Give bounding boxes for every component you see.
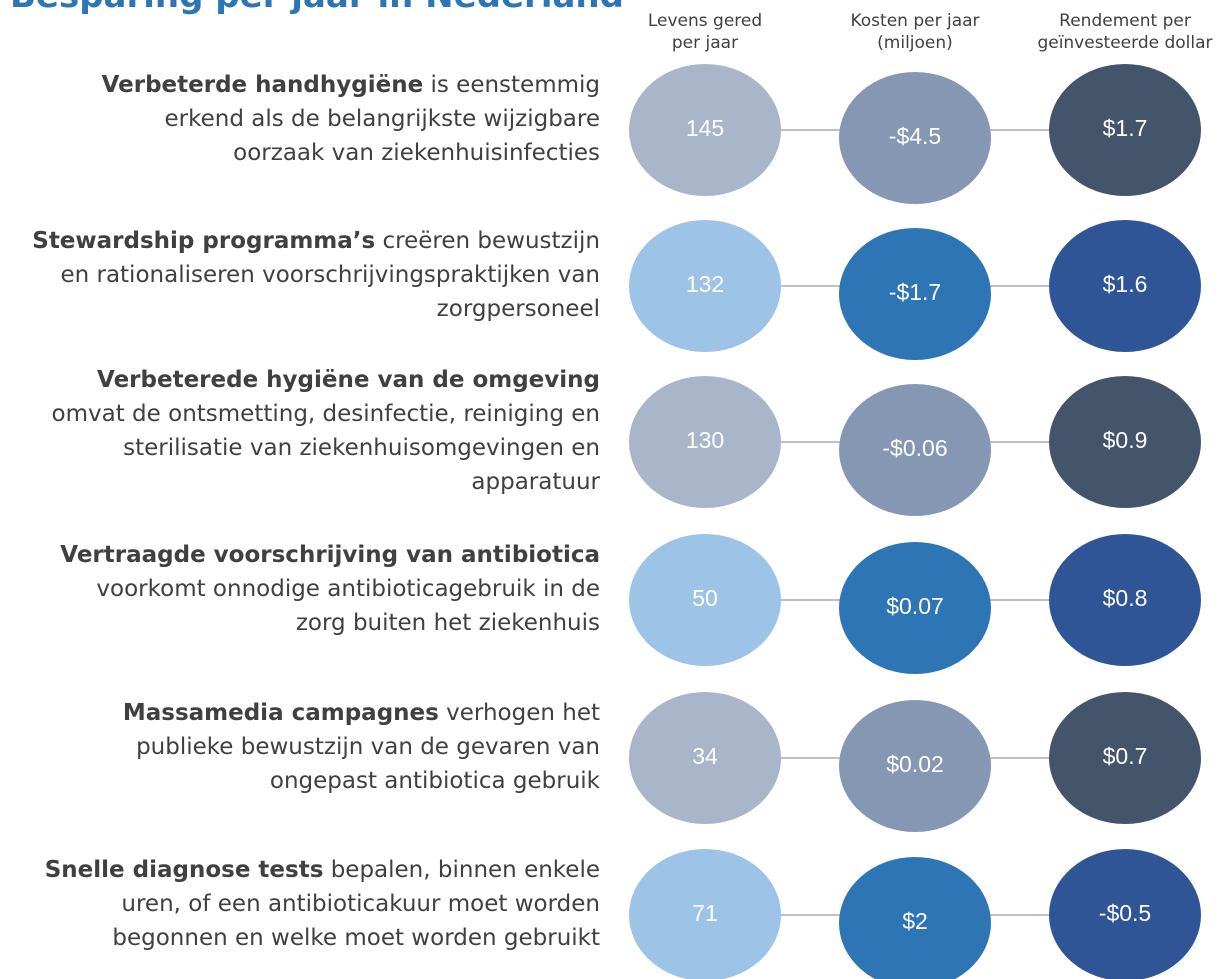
body-text: voorkomt onnodige antibioticagebruik in …: [96, 576, 600, 602]
lead-text: Verbeterde handhygiëne: [101, 72, 424, 98]
body-text: bepalen, binnen enkele: [323, 857, 600, 883]
value-circle: [1049, 849, 1201, 979]
description-line: ongepast antibiotica gebruik: [270, 768, 600, 794]
value-label: -$4.5: [889, 123, 941, 149]
body-text: is eenstemmig: [423, 72, 600, 98]
column-header: Levens gered per jaar: [595, 10, 815, 54]
value-label: $1.7: [1103, 115, 1148, 141]
value-circle: [1049, 534, 1201, 666]
value-circle: [839, 857, 991, 979]
body-text: apparatuur: [471, 469, 600, 495]
value-label: $0.9: [1103, 427, 1148, 453]
value-circle: [839, 542, 991, 674]
column-header: Rendement per geïnvesteerde dollar: [1015, 10, 1229, 54]
body-text: creëren bewustzijn: [375, 228, 600, 254]
lead-text: Vertraagde voorschrijving van antibiotic…: [60, 542, 600, 568]
value-circle: [629, 376, 781, 508]
body-text: uren, of een antibioticakuur moet worden: [121, 891, 600, 917]
lead-text: Snelle diagnose tests: [44, 857, 324, 883]
body-text: oorzaak van ziekenhuisinfecties: [233, 140, 600, 166]
value-label: 145: [686, 115, 724, 141]
header-line: per jaar: [671, 33, 739, 53]
header-line: (miljoen): [877, 33, 953, 53]
value-label: 132: [686, 271, 724, 297]
description-line: Vertraagde voorschrijving van antibiotic…: [60, 542, 600, 568]
body-text: publieke bewustzijn van de gevaren van: [136, 734, 600, 760]
description-line: Verbeterde handhygiëne is eenstemmig: [102, 72, 600, 98]
value-label: -$1.7: [889, 279, 941, 305]
value-label: $0.8: [1103, 585, 1148, 611]
value-circle: [839, 228, 991, 360]
body-text: zorgpersoneel: [436, 296, 600, 322]
description-line: Verbeterede hygiëne van de omgeving: [97, 367, 600, 393]
body-text: begonnen en welke moet worden gebruikt: [112, 925, 600, 951]
header-line: Rendement per: [1059, 11, 1191, 31]
lead-text: Stewardship programma’s: [32, 228, 376, 254]
value-label: $1.6: [1103, 271, 1148, 297]
value-circle: [839, 72, 991, 204]
value-label: $0.02: [886, 751, 944, 777]
body-text: zorg buiten het ziekenhuis: [295, 610, 600, 636]
description-line: erkend als de belangrijkste wijzigbare: [165, 106, 600, 132]
description-line: Massamedia campagnes verhogen het: [123, 700, 600, 726]
description-line: zorgpersoneel: [437, 296, 600, 322]
value-circle: [1049, 376, 1201, 508]
body-text: verhogen het: [438, 700, 600, 726]
value-circle: [629, 534, 781, 666]
title: Besparing per jaar in Nederland: [10, 0, 624, 16]
column-header: Kosten per jaar (miljoen): [805, 10, 1025, 54]
value-circle: [839, 700, 991, 832]
description-line: sterilisatie van ziekenhuisomgevingen en: [123, 435, 600, 461]
value-label: 71: [692, 900, 718, 926]
description-line: zorg buiten het ziekenhuis: [296, 610, 600, 636]
value-circle: [1049, 220, 1201, 352]
value-circle: [1049, 64, 1201, 196]
value-label: -$0.06: [882, 435, 947, 461]
value-label: 34: [692, 743, 718, 769]
value-label: 130: [686, 427, 724, 453]
header-line: Kosten per jaar: [850, 11, 980, 31]
body-text: sterilisatie van ziekenhuisomgevingen en: [123, 435, 600, 461]
header-line: geïnvesteerde dollar: [1037, 33, 1213, 53]
description-line: en rationaliseren voorschrijvingspraktij…: [60, 262, 600, 288]
lead-text: Massamedia campagnes: [122, 700, 439, 726]
description-line: Stewardship programma’s creëren bewustzi…: [32, 228, 600, 254]
description-line: publieke bewustzijn van de gevaren van: [136, 734, 600, 760]
value-circle: [1049, 692, 1201, 824]
description-line: voorkomt onnodige antibioticagebruik in …: [96, 576, 600, 602]
description-line: omvat de ontsmetting, desinfectie, reini…: [52, 401, 600, 427]
value-label: $2: [902, 908, 928, 934]
description-line: Snelle diagnose tests bepalen, binnen en…: [45, 857, 600, 883]
description-line: apparatuur: [471, 469, 600, 495]
value-label: $0.07: [886, 593, 944, 619]
body-text: omvat de ontsmetting, desinfectie, reini…: [51, 401, 600, 427]
value-circle: [629, 692, 781, 824]
description-line: begonnen en welke moet worden gebruikt: [112, 925, 600, 951]
body-text: erkend als de belangrijkste wijzigbare: [164, 106, 600, 132]
body-text: ongepast antibiotica gebruik: [269, 768, 600, 794]
value-circle: [839, 384, 991, 516]
description-line: oorzaak van ziekenhuisinfecties: [233, 140, 600, 166]
value-label: $0.7: [1103, 743, 1148, 769]
value-label: -$0.5: [1099, 900, 1151, 926]
body-text: en rationaliseren voorschrijvingspraktij…: [60, 262, 600, 288]
header-line: Levens gered: [647, 11, 763, 31]
value-label: 50: [692, 585, 718, 611]
description-line: uren, of een antibioticakuur moet worden: [121, 891, 600, 917]
value-circle: [629, 64, 781, 196]
value-circle: [629, 849, 781, 979]
value-circle: [629, 220, 781, 352]
lead-text: Verbeterede hygiëne van de omgeving: [97, 367, 600, 393]
